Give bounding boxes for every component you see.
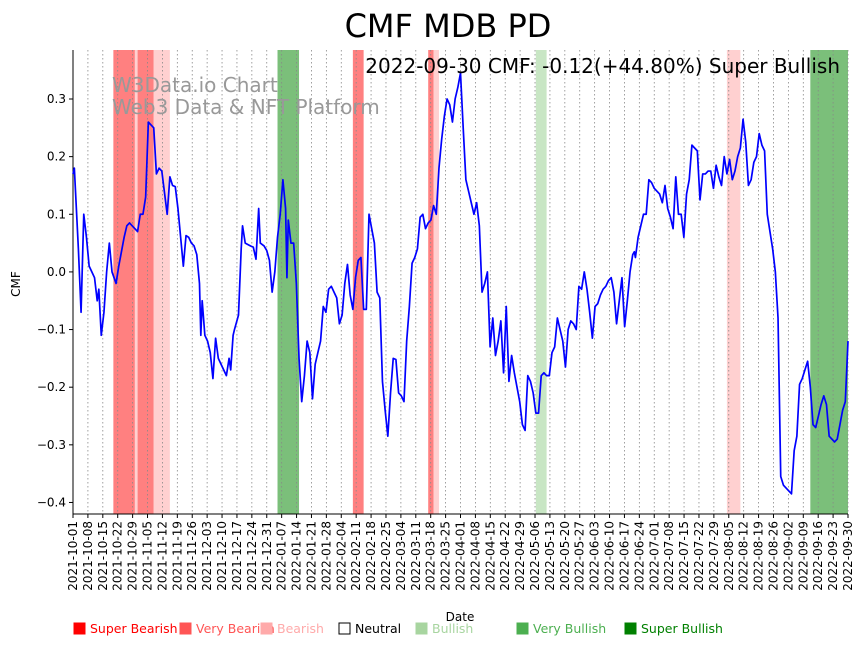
legend-swatch	[179, 622, 192, 635]
x-tick-label: 2022-09-23	[826, 521, 840, 591]
x-tick-label: 2022-04-29	[513, 521, 527, 591]
y-tick-label: −0.2	[37, 380, 66, 394]
x-tick-label: 2022-03-18	[424, 521, 438, 591]
x-tick-label: 2021-12-24	[245, 521, 259, 591]
y-tick-label: −0.1	[37, 323, 66, 337]
watermark-line-2: Web3 Data & NFT Platform	[112, 95, 380, 119]
x-tick-label: 2022-04-01	[454, 521, 468, 591]
x-tick-label: 2021-11-05	[141, 521, 155, 591]
x-tick-label: 2022-04-22	[498, 521, 512, 591]
x-tick-label: 2022-01-21	[304, 521, 318, 591]
x-tick-label: 2022-06-03	[588, 521, 602, 591]
y-tick-label: 0.1	[47, 207, 66, 221]
x-tick-label: 2021-12-31	[260, 521, 274, 591]
x-tick-label: 2021-10-15	[96, 521, 110, 591]
x-tick-label: 2022-03-11	[409, 521, 423, 591]
x-tick-label: 2022-03-25	[439, 521, 453, 591]
legend-label: Very Bullish	[533, 621, 606, 636]
x-tick-label: 2022-06-10	[603, 521, 617, 591]
legend-label: Neutral	[355, 621, 401, 636]
x-tick-label: 2022-05-27	[573, 521, 587, 591]
x-tick-label: 2022-02-25	[379, 521, 393, 591]
legend-swatch	[415, 622, 428, 635]
x-tick-label: 2022-07-08	[662, 521, 676, 591]
legend-label: Very Bearish	[196, 621, 275, 636]
legend: Super Bearish Very Bearish Bearish Neutral B…	[73, 621, 723, 636]
x-tick-label: 2022-09-30	[841, 521, 855, 591]
legend-swatch	[516, 622, 529, 635]
x-tick-label: 2021-11-19	[170, 521, 184, 591]
x-tick-label: 2022-05-13	[543, 521, 557, 591]
y-tick-label: −0.4	[37, 495, 66, 509]
band-bearish	[134, 50, 138, 514]
x-tick-label: 2022-07-15	[677, 521, 691, 591]
x-tick-label: 2022-09-16	[811, 521, 825, 591]
x-tick-label: 2022-09-09	[796, 521, 810, 591]
legend-label: Super Bullish	[641, 621, 723, 636]
legend-label: Bearish	[277, 621, 324, 636]
band-very-bearish	[137, 50, 154, 514]
y-ticks: 0.3 0.2 0.1 0.0 −0.1 −0.2 −0.3 −0.4	[37, 92, 73, 509]
x-tick-label: 2022-08-05	[722, 521, 736, 591]
x-tick-label: 2021-12-17	[230, 521, 244, 591]
x-tick-label: 2021-10-01	[66, 521, 80, 591]
x-tick-label: 2022-02-04	[334, 521, 348, 591]
x-tick-label: 2022-08-19	[752, 521, 766, 591]
x-tick-label: 2022-08-12	[737, 521, 751, 591]
x-tick-label: 2022-07-01	[647, 521, 661, 591]
chart-title: CMF MDB PD	[345, 7, 552, 45]
band-bearish	[153, 50, 170, 514]
x-tick-label: 2022-02-11	[349, 521, 363, 591]
x-tick-label: 2022-01-28	[319, 521, 333, 591]
y-tick-label: 0.3	[47, 92, 66, 106]
x-tick-label: 2022-03-04	[394, 521, 408, 591]
x-tick-label: 2021-10-22	[111, 521, 125, 591]
y-tick-label: 0.0	[47, 265, 66, 279]
x-tick-label: 2022-04-08	[468, 521, 482, 591]
band-very-bullish	[810, 50, 848, 514]
x-tick-label: 2022-04-15	[483, 521, 497, 591]
legend-label: Bullish	[432, 621, 473, 636]
legend-swatch	[624, 622, 637, 635]
band-very-bearish	[352, 50, 364, 514]
band-bearish	[433, 50, 439, 514]
band-bullish	[535, 50, 547, 514]
x-tick-label: 2022-01-14	[290, 521, 304, 591]
band-very-bearish	[113, 50, 135, 514]
x-tick-label: 2022-09-02	[781, 521, 795, 591]
y-tick-label: 0.2	[47, 150, 66, 164]
x-tick-label: 2022-08-26	[766, 521, 780, 591]
signal-bands	[113, 50, 848, 514]
x-tick-label: 2021-11-12	[155, 521, 169, 591]
x-tick-label: 2022-07-29	[707, 521, 721, 591]
legend-swatch	[260, 622, 273, 635]
legend-label: Super Bearish	[90, 621, 178, 636]
x-tick-label: 2021-11-26	[185, 521, 199, 591]
x-axis-label: Date	[446, 610, 475, 624]
y-axis-label: CMF	[9, 271, 23, 297]
watermark-line-1: W3Data.io Chart	[112, 73, 278, 97]
band-very-bullish	[277, 50, 300, 514]
watermark: W3Data.io Chart Web3 Data & NFT Platform	[112, 73, 380, 119]
x-tick-label: 2022-05-20	[558, 521, 572, 591]
y-tick-label: −0.3	[37, 438, 66, 452]
x-ticks: 2021-10-01 2021-10-08 2021-10-15 2021-10-22…	[66, 514, 855, 591]
x-tick-label: 2022-02-18	[364, 521, 378, 591]
legend-swatch	[73, 622, 86, 635]
x-tick-label: 2021-12-10	[215, 521, 229, 591]
legend-swatch	[338, 622, 351, 635]
x-tick-label: 2022-06-24	[632, 521, 646, 591]
x-tick-label: 2021-10-29	[126, 521, 140, 591]
x-tick-label: 2022-05-06	[528, 521, 542, 591]
latest-value-annotation: 2022-09-30 CMF: -0.12(+44.80%) Super Bul…	[365, 54, 840, 78]
x-tick-label: 2022-06-17	[617, 521, 631, 591]
x-tick-label: 2022-01-07	[275, 521, 289, 591]
x-tick-label: 2021-10-08	[81, 521, 95, 591]
vertical-grid-lines	[72, 50, 849, 514]
x-tick-label: 2022-07-22	[692, 521, 706, 591]
x-tick-label: 2021-12-03	[200, 521, 214, 591]
cmf-series-line	[72, 72, 849, 495]
